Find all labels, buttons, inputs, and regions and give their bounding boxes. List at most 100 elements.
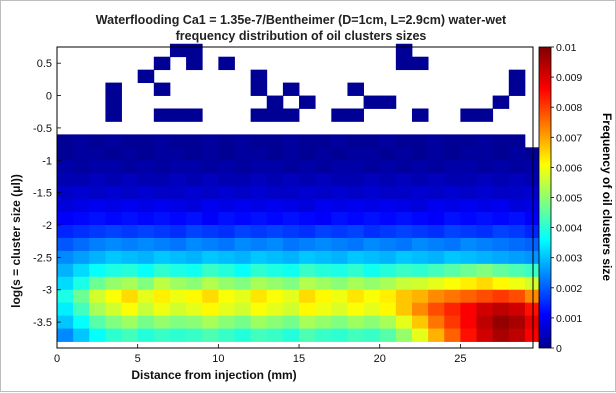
heatmap-cell [234,315,252,329]
heatmap-cell [137,250,155,265]
heatmap-cell [250,199,268,213]
y-tick-label: -3.5 [33,317,52,329]
heatmap-cell [315,186,332,200]
heatmap-cell [331,147,348,161]
colorbar [538,46,552,349]
heatmap-cell [250,328,268,342]
heatmap-cell [266,147,284,161]
heatmap-cell [89,199,106,213]
heatmap-cell [460,263,477,278]
heatmap-cell [266,302,284,317]
heatmap-cell [379,263,397,278]
heatmap-cell [492,315,510,329]
heatmap-cell-sparse [250,108,268,122]
heatmap-cell [363,212,381,226]
heatmap-cell-sparse [186,108,203,122]
heatmap-cell [137,134,155,148]
heatmap-cell [121,328,139,342]
heatmap-cell [250,225,268,239]
heatmap-cell [266,186,284,200]
heatmap-cell [266,263,284,278]
heatmap-cell [331,263,348,278]
heatmap-cell [282,212,300,226]
heatmap-cell-sparse [186,56,203,71]
heatmap-cell [347,250,364,265]
heatmap-cell [460,160,477,174]
heatmap-cell [218,199,235,213]
heatmap-cell [137,315,155,329]
heatmap-cell [492,263,510,278]
heatmap-cell [379,250,397,265]
heatmap-cell [331,134,348,148]
heatmap-cell [347,173,364,187]
heatmap-cell [153,160,171,174]
heatmap-cell [169,225,187,239]
heatmap-cell [299,160,316,174]
heatmap-cell [508,250,526,265]
heatmap-cell [121,315,139,329]
heatmap-cell [363,289,381,304]
heatmap-cell [411,315,429,329]
heatmap-cell [444,160,461,174]
heatmap-cell [153,276,171,291]
heatmap-cell [89,160,106,174]
heatmap-cell-sparse [411,108,429,122]
heatmap-cell [218,186,235,200]
heatmap-cell [444,186,461,200]
heatmap-cell [331,328,348,342]
heatmap-cell [282,147,300,161]
heatmap-cell [363,263,381,278]
heatmap-cell [492,147,510,161]
heatmap-cell [299,186,316,200]
heatmap-cell [89,173,106,187]
heatmap-cell [73,134,90,148]
heatmap-cell [428,302,445,317]
heatmap-cell [73,147,90,161]
heatmap-cell [299,173,316,187]
heatmap-cell [89,186,106,200]
heatmap-cell [331,276,348,291]
heatmap-cell [186,250,203,265]
heatmap-cell [89,134,106,148]
x-axis-label: Distance from injection (mm) [131,368,296,382]
heatmap-cell [428,225,445,239]
heatmap-cell [347,315,364,329]
heatmap-cell [508,237,526,252]
heatmap-cell [169,199,187,213]
heatmap-cell-sparse [508,69,526,84]
heatmap-cell [169,147,187,161]
y-tick-label: -1.5 [33,188,52,200]
heatmap-cell-sparse [492,95,510,109]
heatmap-cell [347,134,364,148]
heatmap-cell [169,237,187,252]
heatmap-cell [137,302,155,317]
heatmap-cell [411,160,429,174]
heatmap-cell [299,289,316,304]
heatmap-cell [508,147,526,161]
heatmap-cell [234,328,252,342]
heatmap-cell [153,263,171,278]
heatmap-cell [363,160,381,174]
heatmap-cell [411,237,429,252]
heatmap-cell [57,186,74,200]
heatmap-cell [89,263,106,278]
heatmap-cell [428,173,445,187]
heatmap-cell [315,225,332,239]
heatmap-cell-sparse [347,108,364,122]
heatmap-cell [250,302,268,317]
heatmap-cell [476,263,494,278]
heatmap-cell [315,276,332,291]
y-tick-label: -2 [42,220,52,232]
heatmap-cell [379,302,397,317]
heatmap-cell [460,186,477,200]
heatmap-cell [250,147,268,161]
heatmap-cell [395,160,413,174]
heatmap-cell [299,225,316,239]
heatmap-cell [121,212,139,226]
heatmap-cell [89,276,106,291]
heatmap-cell [476,276,494,291]
heatmap-cell [508,160,526,174]
heatmap-cell [282,134,300,148]
heatmap-cell [234,302,252,317]
heatmap-cell [282,328,300,342]
